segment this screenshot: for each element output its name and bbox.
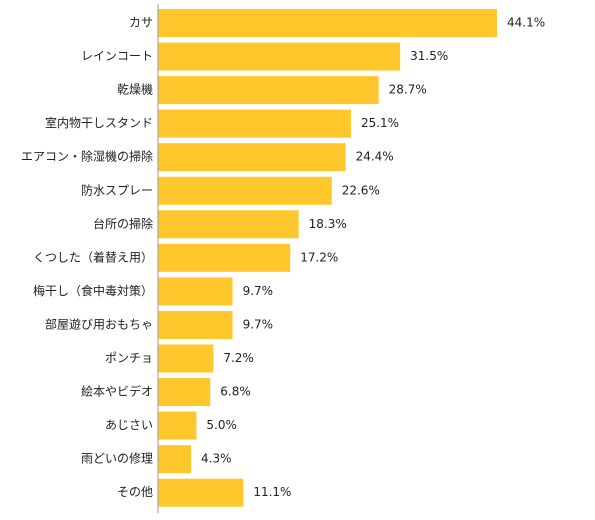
category-label: カサ	[129, 16, 153, 30]
value-label: 44.1%	[507, 16, 545, 30]
category-label: 部屋遊び用おもちゃ	[45, 316, 153, 331]
bar	[158, 277, 233, 306]
bar	[158, 210, 299, 239]
value-label: 4.3%	[201, 452, 232, 466]
value-label: 17.2%	[300, 250, 338, 264]
category-label: ポンチョ	[105, 351, 153, 365]
category-label: 室内物干しスタンド	[45, 115, 153, 130]
bar	[158, 176, 332, 205]
bar	[158, 478, 244, 507]
bar	[158, 378, 211, 407]
value-labels-group: 44.1% 31.5% 28.7% 25.1% 24.4% 22.6% 18.3% 17.2%…	[201, 16, 545, 500]
value-label: 9.7%	[243, 284, 274, 298]
value-label: 22.6%	[342, 183, 380, 197]
bar	[158, 243, 291, 272]
category-label: 雨どいの修理	[81, 451, 153, 466]
value-label: 9.7%	[243, 317, 274, 331]
bar	[158, 9, 497, 37]
bar	[158, 42, 401, 71]
bar	[158, 411, 197, 440]
value-label: 24.4%	[356, 150, 394, 164]
category-label: その他	[117, 485, 153, 499]
value-label: 25.1%	[361, 116, 399, 130]
value-label: 28.7%	[389, 83, 427, 97]
category-label: 台所の掃除	[93, 216, 153, 231]
bar	[158, 445, 192, 474]
value-label: 18.3%	[309, 217, 347, 231]
value-label: 5.0%	[206, 418, 237, 432]
value-label: 6.8%	[220, 385, 251, 399]
category-label: あじさい	[105, 418, 153, 432]
category-label: 防水スプレー	[81, 182, 153, 197]
category-label: エアコン・除湿機の掃除	[21, 149, 153, 164]
category-label: レインコート	[81, 49, 153, 63]
value-label: 31.5%	[410, 49, 448, 63]
category-label: 乾燥機	[117, 82, 153, 97]
bar	[158, 109, 351, 138]
category-label: 絵本やビデオ	[81, 384, 153, 399]
category-label: くつした（着替え用）	[33, 249, 153, 264]
bar	[158, 344, 214, 373]
bars-group	[158, 9, 497, 507]
bar	[158, 310, 233, 339]
value-label: 11.1%	[253, 485, 291, 499]
value-label: 7.2%	[223, 351, 254, 365]
bar	[158, 143, 346, 172]
category-labels-group: カサレインコート乾燥機室内物干しスタンドエアコン・除湿機の掃除防水スプレー台所の…	[21, 16, 153, 500]
category-label: 梅干し（食中毒対策）	[33, 283, 153, 298]
bar	[158, 76, 379, 105]
